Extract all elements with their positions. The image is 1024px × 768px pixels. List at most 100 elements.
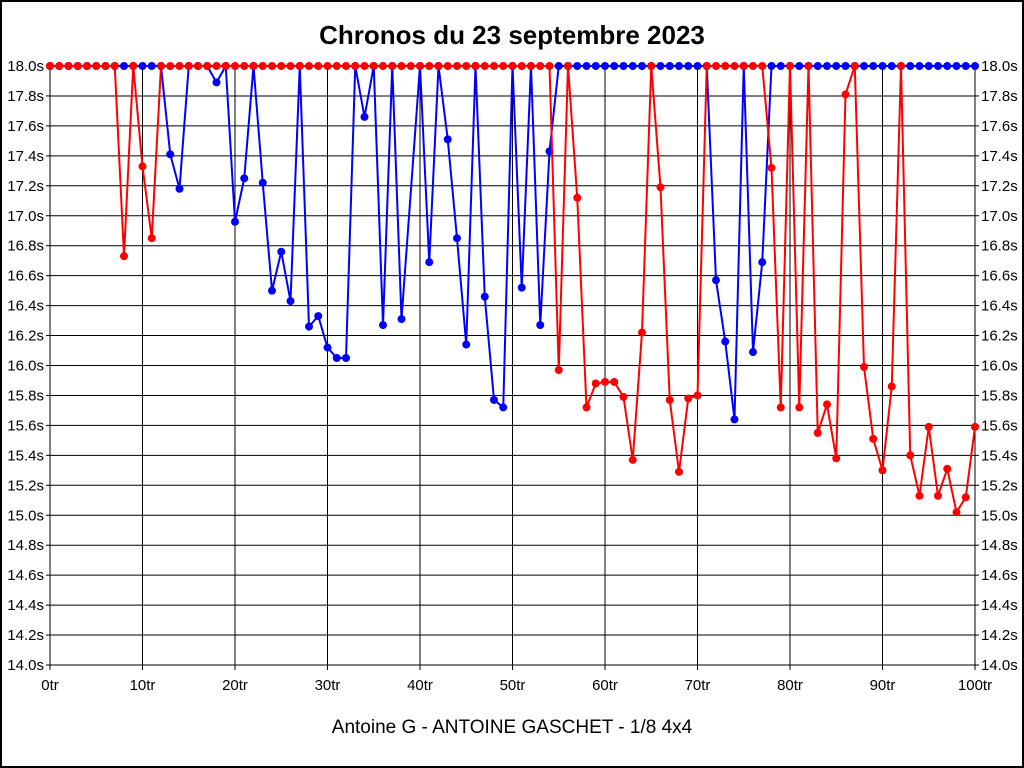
y-tick-label-right: 14.6s <box>981 567 1018 584</box>
x-tick-label: 80tr <box>777 677 803 694</box>
series-point-red <box>138 162 147 171</box>
series-point-blue <box>277 247 286 256</box>
series-point-red <box>305 62 313 70</box>
series-point-blue <box>971 62 979 70</box>
series-point-red <box>739 62 748 70</box>
series-point-red <box>619 392 628 401</box>
series-point-blue <box>841 62 850 70</box>
series-point-blue <box>175 184 184 193</box>
series-point-blue <box>443 135 452 144</box>
series-point-red <box>554 365 563 374</box>
series-point-red <box>83 62 91 70</box>
series-point-red <box>693 391 702 400</box>
series-point-red <box>332 62 341 70</box>
series-point-blue <box>693 62 702 70</box>
series-point-blue <box>823 62 831 70</box>
series-point-red <box>702 62 711 70</box>
series-point-red <box>610 377 619 386</box>
series-point-red <box>157 62 165 70</box>
series-point-blue <box>638 62 646 70</box>
y-tick-label-left: 17.2s <box>7 178 44 195</box>
y-tick-label-right: 15.0s <box>981 507 1018 524</box>
series-point-red <box>434 62 443 70</box>
series-point-red <box>240 62 249 70</box>
series-point-blue <box>869 62 878 70</box>
series-point-blue <box>138 62 147 70</box>
series-point-blue <box>665 62 674 70</box>
series-point-red <box>795 403 804 412</box>
series-point-red <box>758 62 767 70</box>
series-point-red <box>527 62 535 70</box>
series-point-blue <box>776 62 785 70</box>
series-point-red <box>249 62 258 70</box>
series-point-red <box>64 62 73 70</box>
series-point-blue <box>656 62 665 70</box>
series-point-blue <box>860 62 868 70</box>
y-tick-label-right: 15.8s <box>981 387 1018 404</box>
series-point-red <box>323 62 332 70</box>
series-point-blue <box>120 62 128 70</box>
series-point-blue <box>628 62 637 70</box>
series-point-red <box>656 183 665 192</box>
y-tick-label-left: 17.8s <box>7 88 44 105</box>
y-tick-label-left: 16.8s <box>7 238 44 255</box>
series-point-red <box>184 62 193 70</box>
series-point-blue <box>915 62 924 70</box>
y-tick-label-left: 17.6s <box>7 118 44 135</box>
series-point-red <box>712 62 720 70</box>
x-tick-label: 0tr <box>41 677 59 694</box>
series-point-blue <box>397 315 406 324</box>
y-tick-label-right: 16.2s <box>981 328 1018 345</box>
chart-title: Chronos du 23 septembre 2023 <box>319 20 705 50</box>
y-tick-label-right: 15.4s <box>981 447 1018 464</box>
series-point-blue <box>314 312 323 321</box>
series-point-red <box>462 62 471 70</box>
series-point-blue <box>147 62 156 70</box>
series-point-red <box>101 62 110 70</box>
series-point-blue <box>258 178 267 187</box>
series-point-blue <box>517 283 526 292</box>
y-tick-label-left: 17.0s <box>7 208 44 225</box>
series-point-blue <box>887 62 896 70</box>
series-point-red <box>453 62 461 70</box>
series-point-red <box>832 454 841 463</box>
y-tick-label-left: 14.2s <box>7 627 44 644</box>
series-point-red <box>120 252 128 261</box>
y-tick-label-right: 17.8s <box>981 88 1018 105</box>
series-point-blue <box>286 297 295 306</box>
series-point-blue <box>480 292 489 301</box>
series-point-blue <box>268 286 276 295</box>
series-point-red <box>897 62 905 70</box>
y-tick-label-left: 15.2s <box>7 477 44 494</box>
series-point-red <box>129 62 138 70</box>
series-point-red <box>915 491 924 500</box>
series-point-red <box>536 62 545 70</box>
series-point-red <box>221 62 230 70</box>
series-point-blue <box>323 343 332 352</box>
series-point-red <box>878 466 887 475</box>
x-tick-label: 50tr <box>500 677 526 694</box>
series-point-red <box>508 62 517 70</box>
y-tick-label-left: 16.6s <box>7 268 44 285</box>
series-point-blue <box>749 348 757 357</box>
series-point-red <box>369 62 378 70</box>
series-point-red <box>564 62 572 70</box>
series-point-blue <box>240 174 249 183</box>
y-tick-label-right: 16.0s <box>981 358 1018 375</box>
series-point-red <box>850 62 859 70</box>
y-tick-label-right: 17.0s <box>981 208 1018 225</box>
y-tick-label-left: 14.4s <box>7 597 44 614</box>
y-tick-label-right: 14.2s <box>981 627 1018 644</box>
series-point-blue <box>813 62 822 70</box>
series-point-blue <box>952 62 961 70</box>
series-point-red <box>490 62 498 70</box>
y-tick-label-right: 14.4s <box>981 597 1018 614</box>
series-point-blue <box>582 62 591 70</box>
series-point-red <box>110 62 119 70</box>
series-point-blue <box>758 258 767 267</box>
series-point-red <box>55 62 64 70</box>
y-tick-label-left: 18.0s <box>7 58 44 75</box>
series-point-red <box>749 62 757 70</box>
